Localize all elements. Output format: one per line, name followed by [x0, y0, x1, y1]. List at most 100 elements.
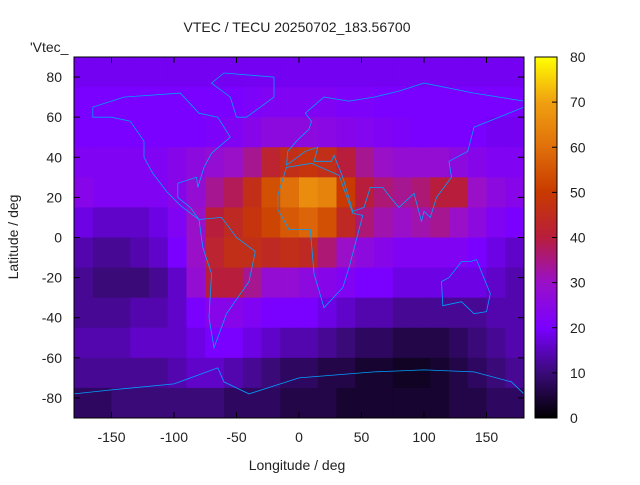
heatmap-cell	[374, 327, 394, 359]
heatmap-cell	[111, 267, 131, 299]
heatmap-cell	[355, 147, 375, 178]
heatmap-cell	[186, 267, 206, 299]
heatmap-cell	[167, 147, 187, 178]
heatmap-cell	[242, 357, 262, 389]
colorbar-tick-label: 40	[570, 230, 586, 246]
heatmap-cell	[261, 387, 281, 418]
heatmap-cell	[205, 117, 225, 148]
heatmap-cell	[224, 207, 244, 238]
colorbar-tick-label: 60	[570, 139, 586, 155]
heatmap-cell	[242, 57, 262, 88]
heatmap-cell	[317, 117, 337, 148]
heatmap-cell	[149, 237, 169, 269]
heatmap-cell	[505, 357, 524, 389]
heatmap-cell	[392, 387, 412, 418]
heatmap-cell	[355, 327, 375, 359]
heatmap-cell	[411, 117, 431, 148]
heatmap-cell	[186, 147, 206, 178]
heatmap-cell	[186, 177, 206, 208]
heatmap-cell	[92, 237, 112, 269]
heatmap-cell	[167, 57, 187, 88]
heatmap-cell	[299, 297, 319, 329]
heatmap-cell	[224, 327, 244, 359]
heatmap-cell	[280, 387, 300, 418]
heatmap-cell	[336, 207, 356, 238]
heatmap-cell	[111, 207, 131, 238]
heatmap-cell	[167, 207, 187, 238]
heatmap-cell	[205, 387, 225, 418]
heatmap-cell	[92, 117, 112, 148]
heatmap-cell	[355, 357, 375, 389]
heatmap-cell	[186, 57, 206, 88]
heatmap-cell	[374, 237, 394, 269]
heatmap-cell	[167, 327, 187, 359]
y-tick-label: -80	[42, 390, 62, 406]
heatmap-cell	[130, 297, 150, 329]
heatmap-cell	[299, 117, 319, 148]
heatmap-cell	[336, 357, 356, 389]
heatmap-cell	[317, 267, 337, 299]
heatmap-cell	[299, 357, 319, 389]
y-axis-ticks: -80 -60 -40 -20 0 20 40 60 80	[42, 69, 524, 406]
heatmap-cell	[336, 57, 356, 88]
heatmap-cell	[392, 267, 412, 299]
heatmap-cell	[467, 87, 487, 118]
heatmap-cell	[374, 177, 394, 208]
heatmap-cell	[149, 297, 169, 329]
y-tick-label: -40	[42, 310, 62, 326]
heatmap-cell	[299, 267, 319, 299]
heatmap-cell	[224, 267, 244, 299]
y-tick-label: 60	[46, 109, 62, 125]
heatmap-cell	[336, 267, 356, 299]
heatmap-cell	[505, 207, 524, 238]
y-axis-label: Latitude / deg	[5, 195, 21, 280]
heatmap-cell	[261, 177, 281, 208]
heatmap-cell	[149, 387, 169, 418]
heatmap-cell	[186, 117, 206, 148]
heatmap-cell	[242, 147, 262, 178]
heatmap-cell	[411, 297, 431, 329]
colorbar-tick-label: 70	[570, 94, 586, 110]
heatmap-cell	[205, 237, 225, 269]
heatmap-cell	[505, 327, 524, 359]
heatmap-cell	[74, 207, 94, 238]
heatmap-cell	[149, 87, 169, 118]
heatmap-cell	[149, 177, 169, 208]
heatmap-cell	[261, 297, 281, 329]
heatmap-cell	[317, 297, 337, 329]
heatmap-cell	[392, 57, 412, 88]
colorbar-tick-label: 30	[570, 275, 586, 291]
heatmap-cell	[299, 327, 319, 359]
heatmap-cell	[505, 57, 524, 88]
heatmap-cell	[224, 297, 244, 329]
heatmap-cell	[505, 237, 524, 269]
heatmap-cell	[74, 147, 94, 178]
chart-title: VTEC / TECU 20250702_183.56700	[183, 19, 410, 35]
heatmap-cell	[317, 387, 337, 418]
heatmap-cell	[224, 357, 244, 389]
heatmap-cell	[299, 57, 319, 88]
heatmap-cell	[74, 267, 94, 299]
heatmap-cell	[299, 177, 319, 208]
heatmap-cell	[111, 87, 131, 118]
heatmap-cell	[336, 387, 356, 418]
heatmap-cell	[392, 357, 412, 389]
heatmap-cell	[336, 87, 356, 118]
heatmap-cell	[186, 357, 206, 389]
heatmap-cell	[411, 177, 431, 208]
heatmap-cell	[430, 387, 450, 418]
heatmap-cell	[167, 87, 187, 118]
heatmap-cell	[374, 297, 394, 329]
heatmap-cell	[486, 297, 506, 329]
coastline-antarctica	[74, 367, 524, 395]
heatmap-cell	[111, 237, 131, 269]
heatmap-cell	[261, 87, 281, 118]
heatmap-cell	[355, 297, 375, 329]
heatmap-cell	[486, 207, 506, 238]
heatmap-cell	[92, 297, 112, 329]
heatmap-cell	[355, 237, 375, 269]
heatmap-cell	[205, 267, 225, 299]
heatmap-cell	[111, 387, 131, 418]
heatmap-cell	[130, 267, 150, 299]
